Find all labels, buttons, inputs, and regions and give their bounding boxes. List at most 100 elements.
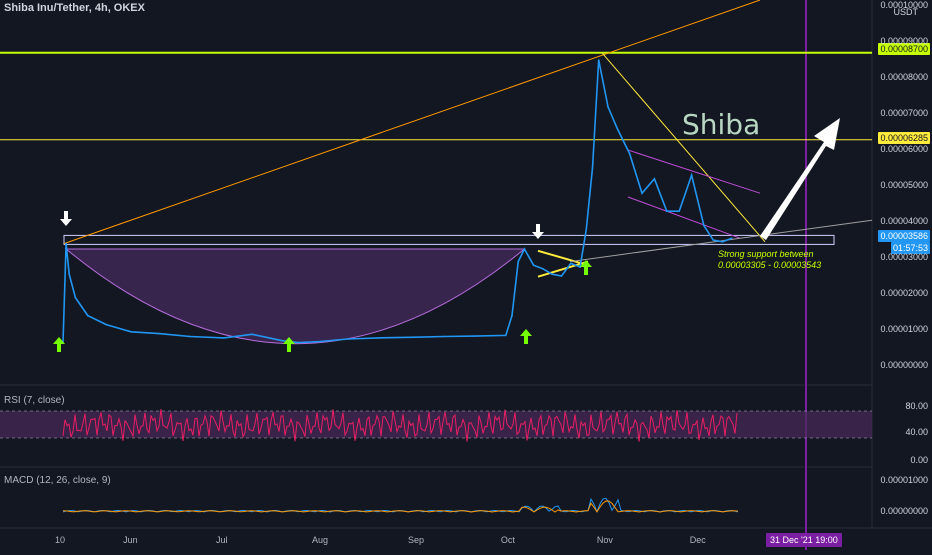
price-point xyxy=(517,260,519,263)
currency-label: USDT xyxy=(893,7,919,17)
rsi-line xyxy=(62,409,738,442)
price-point xyxy=(251,333,253,336)
macd-line xyxy=(62,497,739,514)
price-point xyxy=(641,192,643,194)
triangle-lower xyxy=(537,260,589,278)
price-point xyxy=(628,152,631,155)
price-point xyxy=(105,323,108,326)
rsi-band xyxy=(0,411,872,438)
rsi-label: RSI (7, close) xyxy=(4,395,65,406)
price-point xyxy=(585,228,588,230)
macd-label: MACD (12, 26, close, 9) xyxy=(4,475,111,486)
channel-upper xyxy=(627,149,761,194)
price-point xyxy=(703,224,705,227)
price-point xyxy=(690,174,693,176)
price-point xyxy=(607,106,609,108)
price-point xyxy=(542,268,544,270)
level-tag-mid: 0.00006285 xyxy=(878,132,930,144)
price-line xyxy=(62,59,733,344)
shiba-watermark: Shiba xyxy=(682,108,761,141)
price-point xyxy=(65,242,67,245)
rsi-tick-label: 0.00 xyxy=(910,455,928,465)
price-tick-label: 0.00002000 xyxy=(880,288,928,298)
price-point xyxy=(653,178,656,180)
level-tag-upper: 0.00008700 xyxy=(878,43,930,55)
price-point xyxy=(189,335,191,338)
price-point xyxy=(597,59,600,61)
price-tick-label: 0.00004000 xyxy=(880,216,928,226)
price-point xyxy=(443,335,445,338)
symbol-title: Shiba Inu/Tether, 4h, OKEX xyxy=(4,2,145,14)
support-note-line1: Strong support between xyxy=(718,249,814,259)
price-point xyxy=(415,336,417,339)
price-point xyxy=(86,314,89,317)
price-tag-current: 0.00003586 xyxy=(878,230,930,242)
price-tick-label: 0.00007000 xyxy=(880,108,928,118)
white-down-arrow xyxy=(532,224,544,239)
green-up-arrow xyxy=(53,337,65,352)
price-point xyxy=(474,335,476,337)
projection-arrow xyxy=(760,118,840,240)
price-tick-label: 0.00010000 xyxy=(880,0,928,10)
rsi-tick-label: 80.00 xyxy=(905,401,928,411)
price-point xyxy=(223,337,225,339)
price-point xyxy=(551,273,554,276)
price-point xyxy=(616,127,619,130)
macd-tick-label: 0.00000000 xyxy=(880,506,928,516)
channel-lower xyxy=(627,196,741,239)
price-point xyxy=(511,314,513,317)
price-tick-label: 0.00006000 xyxy=(880,144,928,154)
price-tag-timer: 01:57:53 xyxy=(890,242,930,254)
time-marker-label: 31 Dec '21 19:00 xyxy=(766,533,842,547)
time-tick-label: Jul xyxy=(216,535,228,545)
price-point xyxy=(712,239,715,241)
time-tick-label: Oct xyxy=(500,535,515,545)
price-point xyxy=(591,167,594,169)
price-tick-label: 0.00008000 xyxy=(880,72,928,82)
price-point xyxy=(282,340,284,342)
price-tick-label: 0.00005000 xyxy=(880,180,928,190)
trendline-descending xyxy=(601,52,766,243)
time-tick-label: 10 xyxy=(55,535,66,545)
price-tick-label: 0.00009000 xyxy=(880,36,928,46)
price-point xyxy=(74,296,77,299)
macd-signal-line xyxy=(62,500,739,513)
price-point xyxy=(297,341,300,344)
support-note-line2: 0.00003305 - 0.00003543 xyxy=(718,260,822,270)
price-point xyxy=(569,262,572,265)
price-point xyxy=(504,334,507,337)
price-point xyxy=(532,264,535,267)
trendline-orange xyxy=(63,0,761,245)
triangle-upper xyxy=(537,249,589,267)
macd-tick-label: 0.00001000 xyxy=(880,475,928,485)
price-point xyxy=(319,340,321,343)
price-tick-label: 0.00000000 xyxy=(880,360,928,370)
price-point xyxy=(378,337,380,339)
time-tick-label: Nov xyxy=(596,535,613,545)
green-up-arrow xyxy=(580,260,592,275)
time-tick-label: Sep xyxy=(407,535,424,545)
price-point xyxy=(347,338,349,340)
time-tick-label: Dec xyxy=(689,535,706,545)
price-point xyxy=(130,331,132,333)
time-tick-label: Jun xyxy=(123,535,138,545)
price-point xyxy=(665,210,668,212)
price-point xyxy=(158,332,160,335)
price-point xyxy=(731,237,733,239)
white-down-arrow xyxy=(60,211,72,226)
time-tick-label: Aug xyxy=(311,535,328,545)
green-up-arrow xyxy=(283,337,295,352)
price-point xyxy=(68,273,70,276)
price-tick-label: 0.00001000 xyxy=(880,324,928,334)
price-point xyxy=(560,275,563,277)
price-point xyxy=(678,210,680,212)
support-zone-rect xyxy=(63,234,835,245)
cup-formation xyxy=(64,248,526,345)
price-point xyxy=(523,248,526,250)
price-tick-label: 0.00003000 xyxy=(880,252,928,262)
green-up-arrow xyxy=(520,329,532,344)
rsi-tick-label: 40.00 xyxy=(905,427,928,437)
price-point xyxy=(721,241,724,243)
